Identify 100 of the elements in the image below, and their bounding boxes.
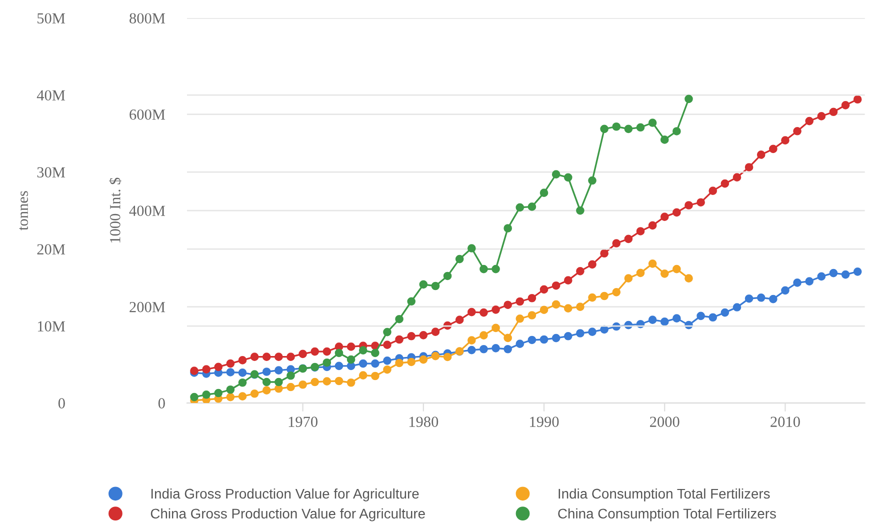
- point: [576, 329, 584, 338]
- point: [552, 334, 560, 342]
- point: [708, 186, 718, 195]
- point: [841, 270, 850, 279]
- point: [720, 179, 730, 188]
- y-tick-label: 50M: [38, 13, 66, 24]
- point: [250, 352, 259, 361]
- point: [660, 212, 669, 221]
- point: [274, 352, 283, 361]
- point: [853, 95, 862, 104]
- y2-tick-label: 600M: [130, 109, 166, 120]
- point: [564, 173, 572, 182]
- point: [322, 377, 332, 386]
- point: [540, 306, 548, 314]
- y2-tick-label: 0: [158, 398, 165, 408]
- point: [383, 365, 392, 374]
- point: [600, 325, 608, 334]
- point: [358, 359, 368, 368]
- point: [612, 288, 621, 296]
- point: [334, 376, 344, 386]
- point: [407, 358, 416, 366]
- point: [636, 227, 645, 236]
- point: [516, 203, 524, 212]
- point: [576, 267, 584, 276]
- point: [358, 346, 368, 354]
- point: [756, 293, 766, 302]
- y-tick-label: 0: [58, 398, 65, 408]
- point: [540, 285, 548, 294]
- point: [383, 328, 392, 336]
- x-tick-label: 2010: [770, 416, 800, 427]
- point: [358, 371, 368, 380]
- point: [769, 144, 778, 154]
- point: [781, 136, 790, 144]
- point: [370, 372, 380, 380]
- point: [262, 368, 271, 376]
- point: [600, 124, 608, 134]
- point: [552, 170, 560, 179]
- point: [190, 392, 198, 402]
- point: [624, 124, 633, 134]
- point: [443, 272, 452, 280]
- point: [274, 366, 283, 374]
- point: [214, 362, 223, 372]
- point: [588, 293, 596, 302]
- point: [516, 297, 524, 306]
- point: [286, 382, 295, 392]
- point: [274, 378, 283, 386]
- y2-axis-title: 1000 Int. $: [109, 178, 122, 243]
- point: [648, 260, 657, 268]
- point: [395, 335, 404, 344]
- point: [817, 112, 826, 120]
- point: [238, 356, 247, 364]
- point: [226, 385, 235, 394]
- point: [805, 116, 814, 126]
- point: [322, 358, 332, 367]
- point: [467, 336, 476, 344]
- point: [660, 136, 669, 144]
- point: [769, 294, 778, 304]
- y2-tick-label: 400M: [129, 206, 166, 216]
- point: [576, 302, 584, 311]
- x-tick-label: 2000: [650, 416, 680, 427]
- point: [310, 347, 320, 356]
- point: [552, 300, 560, 309]
- point: [480, 264, 488, 274]
- point: [346, 355, 356, 364]
- point: [672, 264, 681, 274]
- point: [660, 270, 669, 278]
- point: [431, 282, 440, 290]
- y-tick-label: 10M: [38, 321, 66, 332]
- point: [612, 122, 621, 131]
- point: [431, 328, 440, 336]
- point: [540, 188, 548, 197]
- point: [455, 254, 464, 264]
- point: [696, 312, 705, 320]
- point: [226, 368, 235, 376]
- point: [298, 350, 307, 358]
- point: [588, 328, 596, 336]
- point: [781, 286, 790, 295]
- point: [467, 308, 476, 316]
- point: [407, 332, 416, 340]
- point: [238, 368, 247, 377]
- point: [480, 308, 488, 317]
- point: [829, 268, 838, 278]
- point: [202, 390, 210, 399]
- point: [648, 316, 657, 324]
- point: [648, 221, 657, 230]
- x-tick-label: 1980: [409, 416, 438, 427]
- point: [793, 278, 802, 287]
- point: [334, 362, 344, 370]
- point: [334, 348, 344, 358]
- point: [492, 264, 500, 274]
- point: [395, 358, 404, 368]
- x-tick-label: 1990: [530, 416, 559, 427]
- point: [286, 371, 295, 380]
- point: [684, 201, 693, 210]
- legend-label: India Consumption Total Fertilizers: [558, 488, 770, 502]
- point: [829, 108, 838, 116]
- point: [262, 352, 271, 361]
- point: [516, 314, 524, 323]
- point: [853, 267, 862, 276]
- point: [226, 359, 235, 368]
